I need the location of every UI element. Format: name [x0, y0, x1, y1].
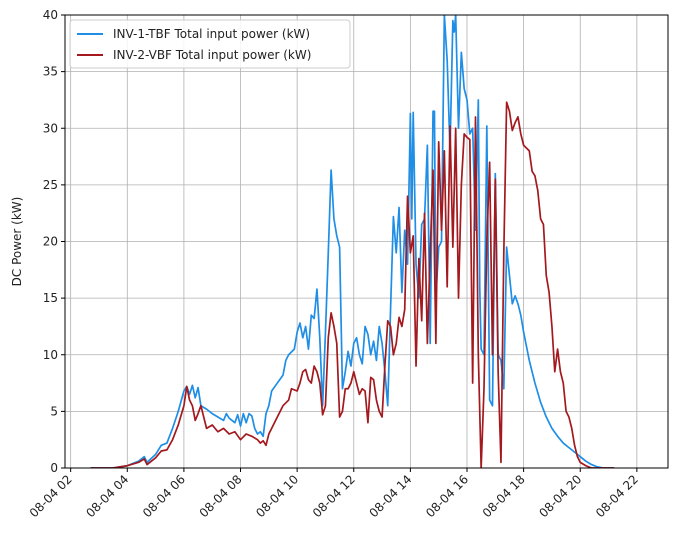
x-tick-label: 08-04 14: [366, 472, 414, 520]
x-tick-label: 08-04 12: [310, 472, 358, 520]
y-tick-label: 20: [43, 235, 58, 249]
y-tick-label: 10: [43, 348, 58, 362]
series-line-2: [90, 101, 615, 468]
y-tick-label: 40: [43, 8, 58, 22]
y-tick-label: 25: [43, 178, 58, 192]
x-tick-label: 08-04 22: [593, 472, 641, 520]
x-tick-label: 08-04 10: [253, 472, 301, 520]
x-tick-label: 08-04 16: [423, 472, 471, 520]
y-tick-label: 15: [43, 291, 58, 305]
series-layer: [90, 15, 615, 468]
x-tick-label: 08-04 06: [140, 472, 188, 520]
x-axis-ticks: 08-04 02 08-04 04 08-04 06 08-04 08 08-04 10…: [27, 468, 641, 520]
x-tick-label: 08-04 08: [197, 472, 245, 520]
y-tick-label: 0: [50, 461, 58, 475]
y-tick-label: 5: [50, 404, 58, 418]
legend: INV-1-TBF Total input power (kW) INV-2-V…: [69, 19, 351, 69]
y-tick-label: 35: [43, 65, 58, 79]
x-tick-label: 08-04 04: [83, 472, 131, 520]
legend-entry-inv-1: INV-1-TBF Total input power (kW): [113, 27, 310, 41]
y-tick-label: 30: [43, 121, 58, 135]
x-tick-label: 08-04 18: [480, 472, 528, 520]
legend-entry-inv-2: INV-2-VBF Total input power (kW): [113, 48, 311, 62]
y-axis-label: DC Power (kW): [10, 197, 24, 287]
x-tick-label: 08-04 02: [27, 472, 75, 520]
y-axis-ticks: 0 5 10 15 20 25 30 35 40: [43, 8, 65, 475]
grid: [65, 14, 668, 469]
x-tick-label: 08-04 20: [536, 472, 584, 520]
legend-box: [69, 19, 351, 69]
series-line-1: [90, 15, 615, 468]
